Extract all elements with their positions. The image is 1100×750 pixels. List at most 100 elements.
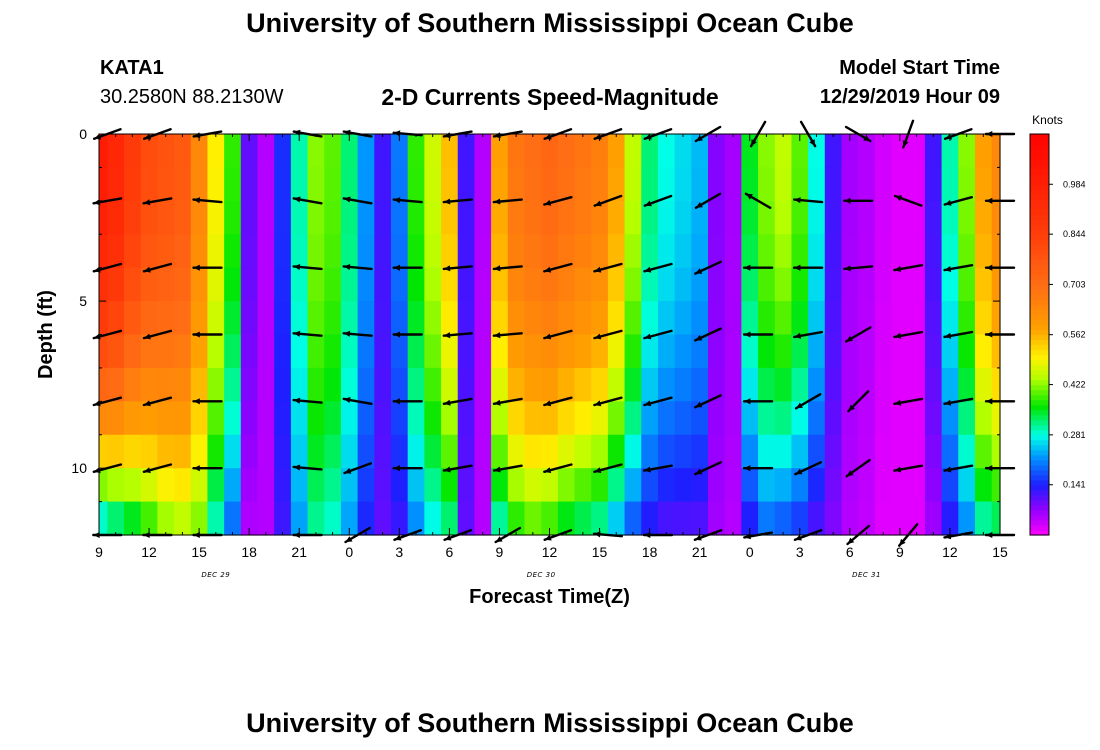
heat-cell <box>641 434 659 469</box>
heat-cell <box>674 401 692 436</box>
heat-cell <box>324 267 342 302</box>
heat-cell <box>741 434 759 469</box>
colorbar-segment <box>1030 264 1049 270</box>
heat-cell <box>657 234 676 269</box>
heat-cell <box>107 200 125 235</box>
heat-cell <box>724 167 742 202</box>
heat-cell <box>724 434 742 469</box>
heat-cell <box>474 134 492 169</box>
vector-head <box>794 332 802 339</box>
heat-cell <box>340 234 359 269</box>
heat-cell <box>808 200 826 235</box>
current-vector <box>442 397 473 406</box>
current-vector <box>442 265 473 272</box>
heat-cell <box>958 367 976 402</box>
heat-cell <box>641 501 659 536</box>
heat-cell <box>424 167 442 202</box>
colorbar-segment <box>1030 194 1049 200</box>
heat-cell <box>307 267 325 302</box>
x-tick-label: 9 <box>496 544 504 560</box>
heat-cell <box>324 200 342 235</box>
heat-cell <box>190 167 209 202</box>
heat-cell <box>257 367 275 402</box>
heat-cell <box>140 200 158 235</box>
heat-cell <box>224 301 242 336</box>
heat-cell <box>174 434 192 469</box>
heat-cell <box>908 167 926 202</box>
heat-cell <box>374 334 392 369</box>
colorbar-segment <box>1030 184 1049 190</box>
heat-cell <box>941 367 959 402</box>
heat-cell <box>557 167 576 202</box>
heat-cell <box>340 434 359 469</box>
colorbar-segment <box>1030 229 1049 235</box>
heat-cell <box>741 234 759 269</box>
current-vector <box>442 332 473 339</box>
colorbar-segment <box>1030 464 1049 471</box>
heat-cell <box>491 301 509 336</box>
heat-cell <box>691 134 709 169</box>
heat-cell <box>858 401 876 436</box>
colorbar-segment <box>1030 489 1049 496</box>
heat-cell <box>457 434 476 469</box>
heat-cell <box>774 501 793 536</box>
heat-cell <box>724 401 742 436</box>
heat-cell <box>724 200 742 235</box>
heat-cell <box>724 468 742 503</box>
heat-cell <box>974 367 993 402</box>
current-vector <box>742 465 774 472</box>
heat-cell <box>107 167 125 202</box>
heat-cell <box>407 434 425 469</box>
current-vector <box>794 461 822 476</box>
heatmap <box>99 134 1001 536</box>
heat-cell <box>557 334 576 369</box>
heat-cell <box>340 167 359 202</box>
vector-head <box>986 197 993 204</box>
heat-cell <box>124 167 142 202</box>
heat-cell <box>357 501 375 536</box>
heat-cell <box>240 134 259 169</box>
heat-cell <box>307 401 325 436</box>
heat-cell <box>908 468 926 503</box>
heat-cell <box>674 501 692 536</box>
heat-cell <box>507 367 526 402</box>
date-label: DEC 29 <box>201 571 230 579</box>
heat-cell <box>140 434 158 469</box>
heat-cell <box>758 234 776 269</box>
heat-cell <box>607 367 626 402</box>
colorbar-segment <box>1030 514 1049 521</box>
heat-cell <box>574 234 592 269</box>
vector-head <box>847 537 855 544</box>
heat-cell <box>858 334 876 369</box>
heat-cell <box>691 301 709 336</box>
heat-cell <box>874 234 893 269</box>
heat-cell <box>808 234 826 269</box>
heat-cell <box>491 468 509 503</box>
heat-cell <box>574 301 592 336</box>
current-vector <box>392 398 423 405</box>
heat-cell <box>107 468 125 503</box>
heat-cell <box>124 134 142 169</box>
heat-cell <box>574 167 592 202</box>
heat-cell <box>924 167 943 202</box>
current-vector <box>694 327 722 342</box>
colorbar-segment <box>1030 519 1049 526</box>
current-vector <box>744 192 772 210</box>
colorbar-segment <box>1030 409 1049 416</box>
vector-head <box>193 197 201 204</box>
heat-cell <box>708 334 726 369</box>
heat-cell <box>207 367 225 402</box>
heat-cell <box>174 234 192 269</box>
heat-cell <box>190 234 209 269</box>
heat-cell <box>157 301 175 336</box>
colorbar-segment <box>1030 444 1049 451</box>
heat-cell <box>307 301 325 336</box>
heat-cell <box>624 401 642 436</box>
heat-cell <box>624 434 642 469</box>
heat-cell <box>574 367 592 402</box>
heat-cell <box>240 301 259 336</box>
heat-cell <box>190 434 209 469</box>
heat-cell <box>174 167 192 202</box>
heat-cell <box>491 134 509 169</box>
current-vector <box>593 194 623 207</box>
